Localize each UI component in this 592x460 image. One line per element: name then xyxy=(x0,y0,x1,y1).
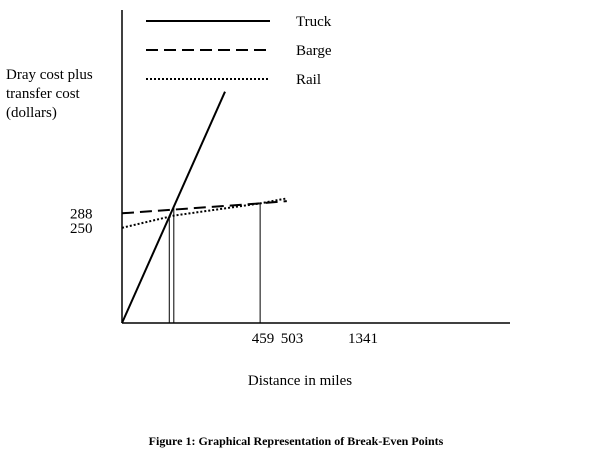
x-tick-label: 503 xyxy=(281,331,304,347)
break-even-guides xyxy=(168,203,261,323)
y-axis-label-line: transfer cost xyxy=(6,86,80,102)
series-line-rail xyxy=(121,197,287,229)
y-tick-label: 288 xyxy=(70,206,93,222)
x-tick-label: 459 xyxy=(252,331,275,347)
chart-series xyxy=(121,91,287,324)
figure-caption: Figure 1: Graphical Representation of Br… xyxy=(148,434,444,448)
y-axis-label-line: Dray cost plus xyxy=(6,67,93,83)
chart-axes xyxy=(121,10,510,324)
legend-label-barge: Barge xyxy=(296,43,332,59)
legend-label-rail: Rail xyxy=(296,72,321,88)
y-tick-label: 250 xyxy=(70,221,93,237)
y-axis-label-line: (dollars) xyxy=(6,105,57,121)
chart-legend: Truck Barge Rail xyxy=(146,14,332,88)
series-line-truck xyxy=(121,91,226,324)
series-line-barge xyxy=(121,200,287,215)
legend-label-truck: Truck xyxy=(296,14,332,30)
x-axis-label: Distance in miles xyxy=(247,373,353,389)
y-axis-label: Dray cost plus transfer cost (dollars) xyxy=(6,66,93,123)
x-tick-label: 1341 xyxy=(348,331,378,347)
